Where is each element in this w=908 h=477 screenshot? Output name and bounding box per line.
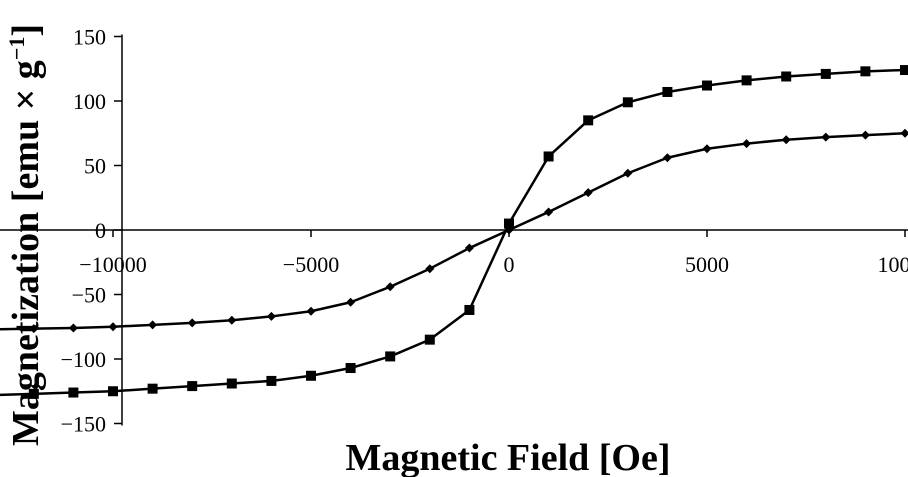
series-b-point xyxy=(266,311,276,321)
series-b-point xyxy=(623,168,633,178)
series-b-point xyxy=(544,207,554,217)
series-a-point xyxy=(226,378,237,389)
series-b-point xyxy=(702,144,712,154)
series-b-point xyxy=(464,243,474,253)
series-b-point xyxy=(583,188,593,198)
series-b-point xyxy=(346,297,356,307)
series-b-point xyxy=(662,153,672,163)
y-tick-label: −100 xyxy=(61,347,106,372)
x-ticks: −15000−10000−5000050001000015000 xyxy=(79,230,908,277)
series-a-point xyxy=(504,218,514,229)
series-a-point xyxy=(662,86,673,97)
series-a-point xyxy=(464,304,475,315)
series-a-point xyxy=(306,370,316,381)
series-b-point xyxy=(781,135,791,145)
y-axis-title-main: Magnetization [emu × g xyxy=(5,60,47,446)
series-layer: ab xyxy=(0,65,908,399)
series-b-point xyxy=(860,130,870,140)
y-tick-label: 0 xyxy=(95,218,106,243)
series-a-point xyxy=(266,375,277,386)
series-b-point xyxy=(148,320,158,330)
series-b-point xyxy=(425,264,435,274)
series-b-point xyxy=(821,132,831,142)
y-ticks: 150 100 50 0 −50 −100 −150 xyxy=(61,25,122,437)
series-a-point xyxy=(108,386,118,397)
series-a-point xyxy=(68,387,79,398)
y-tick-label: 100 xyxy=(73,89,106,114)
y-tick-label: 150 xyxy=(73,25,106,50)
series-b-point xyxy=(385,282,395,292)
series-a-point xyxy=(860,66,871,77)
series-b-point xyxy=(68,323,78,333)
y-tick-label: 50 xyxy=(84,154,106,179)
series-a-point xyxy=(385,351,396,362)
series-a-point xyxy=(187,381,198,392)
series-a-point xyxy=(147,383,158,394)
series-b-point xyxy=(29,324,39,334)
axes xyxy=(0,34,908,426)
series-b-point xyxy=(306,306,316,316)
y-axis-title: Magnetization [emu × g−1] xyxy=(4,24,47,446)
series-a-point xyxy=(820,68,831,79)
series-a-point xyxy=(702,80,712,91)
series-a-point xyxy=(622,97,633,108)
series-a-point xyxy=(424,334,435,345)
series-a-point xyxy=(583,115,594,126)
series-b-point xyxy=(108,322,118,332)
series-a-point xyxy=(543,151,554,162)
series-a-point xyxy=(741,75,752,86)
series-b-point xyxy=(742,139,752,149)
x-tick-label: −5000 xyxy=(283,252,339,277)
series-b-point xyxy=(227,315,237,325)
series-a-point xyxy=(781,71,792,82)
x-tick-label: 5000 xyxy=(685,252,729,277)
y-tick-label: −150 xyxy=(61,412,106,437)
x-tick-label: 10000 xyxy=(878,252,908,277)
series-a-point xyxy=(28,388,39,399)
series-b-point xyxy=(504,225,514,235)
x-tick-label: 0 xyxy=(504,252,515,277)
y-axis-title-superscript: −1 xyxy=(4,37,29,61)
series-a-point xyxy=(900,65,908,76)
x-tick-label: −10000 xyxy=(79,252,146,277)
series-a-point xyxy=(345,363,356,374)
x-axis-title: Magnetic Field [Oe] xyxy=(345,437,670,477)
series-b-point xyxy=(900,128,908,138)
y-tick-label: −50 xyxy=(72,283,106,308)
y-axis-title-close: ] xyxy=(5,24,47,37)
series-b-point xyxy=(187,318,197,328)
